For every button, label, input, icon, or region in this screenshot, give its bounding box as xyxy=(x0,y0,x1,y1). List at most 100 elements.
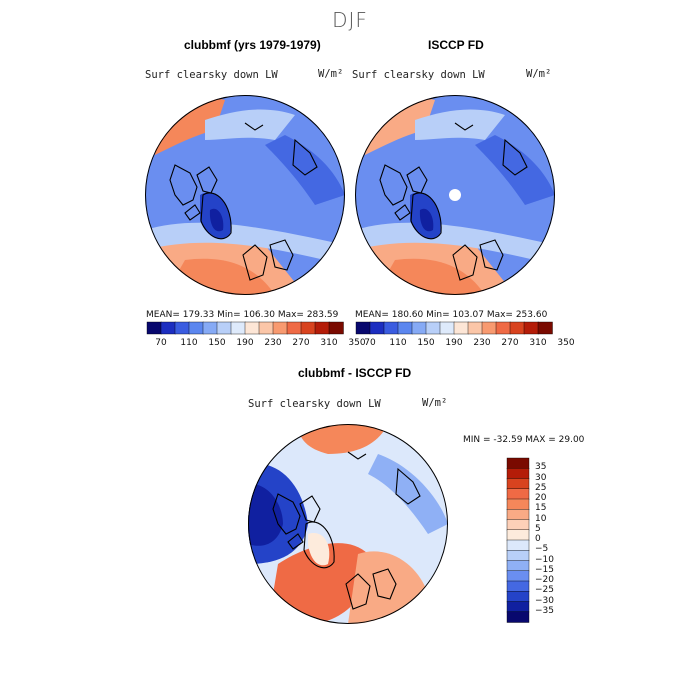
colorbar-swatch xyxy=(146,321,162,335)
colorbar-tick-label: 270 xyxy=(501,338,519,348)
season-title: DJF xyxy=(332,8,368,32)
polar-map-difference xyxy=(248,424,448,624)
colorbar-tick-label: 350 xyxy=(557,338,575,348)
colorbar-tick-label: 270 xyxy=(292,338,310,348)
cold-anomaly-core xyxy=(248,483,283,546)
dark-region-siberia xyxy=(475,135,555,205)
coastline-scandinavia xyxy=(242,239,294,281)
colorbar-swatch xyxy=(506,539,530,551)
colorbar-tick-label: −35 xyxy=(535,605,554,616)
colorbar-swatch xyxy=(300,321,316,335)
colorbar-swatch xyxy=(453,321,469,335)
colorbar-swatch xyxy=(411,321,427,335)
colorbar-swatch xyxy=(188,321,204,335)
colorbar-swatch xyxy=(495,321,511,335)
colorbar-tick-label: 190 xyxy=(445,338,463,348)
colorbar-swatch xyxy=(328,321,344,335)
panel-2-title: ISCCP FD xyxy=(428,38,484,52)
coastline-north-america xyxy=(169,164,218,221)
colorbar-tick-label: 110 xyxy=(389,338,407,348)
colorbar-difference xyxy=(506,457,530,623)
panel-2-variable: Surf clearsky down LW xyxy=(352,69,485,81)
colorbar-tick-label: 230 xyxy=(473,338,491,348)
colorbar-swatch xyxy=(506,591,530,603)
colorbar-tick-label: −5 xyxy=(535,544,549,555)
colorbar-tick-label: 15 xyxy=(535,503,547,514)
colorbar-swatch xyxy=(160,321,176,335)
colorbar-swatch xyxy=(506,550,530,562)
colorbar-tick-label: 5 xyxy=(535,523,541,534)
colorbar-swatch xyxy=(174,321,190,335)
colorbar-tick-label: 20 xyxy=(535,493,547,503)
colorbar-swatch xyxy=(355,321,371,335)
colorbar-swatch xyxy=(506,498,530,510)
coastline-north-america xyxy=(379,164,428,221)
panel-1-stats: MEAN= 179.33 Min= 106.30 Max= 283.59 xyxy=(146,310,339,320)
colorbar-swatch xyxy=(439,321,455,335)
colorbar-tick-label: 350 xyxy=(348,338,366,348)
colorbar-swatch xyxy=(258,321,274,335)
colorbar-tick-label: 310 xyxy=(320,338,338,348)
colorbar-swatch xyxy=(537,321,553,335)
coastline-siberia xyxy=(244,122,318,176)
colorbar-tick-label: −15 xyxy=(535,564,554,575)
colorbar-swatch xyxy=(509,321,525,335)
diff-panel-stats: MIN = -32.59 MAX = 29.00 xyxy=(463,435,585,445)
colorbar-swatch xyxy=(506,580,530,592)
colorbar-tick-label: 150 xyxy=(417,338,435,348)
light-region-pacific xyxy=(205,109,295,140)
pole-missing-data xyxy=(449,189,461,201)
coastline-north-america xyxy=(272,493,321,550)
colorbar-tick-label: 70 xyxy=(364,338,376,348)
panel-2-units: W/m² xyxy=(526,68,552,80)
dark-core-greenland xyxy=(209,208,224,232)
polar-map-observed xyxy=(355,95,555,295)
colorbar-swatch xyxy=(397,321,413,335)
colorbar-tick-label: 25 xyxy=(535,482,547,493)
colorbar-tick-label: 10 xyxy=(535,513,547,524)
colorbar-swatch xyxy=(506,509,530,521)
colorbar-swatch xyxy=(272,321,288,335)
colorbar-observed xyxy=(355,321,553,335)
colorbar-swatch xyxy=(506,560,530,572)
colorbar-swatch xyxy=(481,321,497,335)
polar-map-model xyxy=(145,95,345,295)
colorbar-swatch xyxy=(369,321,385,335)
diff-panel-units: W/m² xyxy=(422,397,448,409)
colorbar-swatch xyxy=(523,321,539,335)
light-region-atlantic xyxy=(145,222,345,265)
colorbar-tick-label: 110 xyxy=(180,338,198,348)
colorbar-tick-label: 230 xyxy=(264,338,282,348)
colorbar-swatch xyxy=(425,321,441,335)
neutral-greenland xyxy=(308,533,330,566)
coastline-greenland xyxy=(200,192,232,240)
colorbar-tick-label: 310 xyxy=(529,338,547,348)
colorbar-swatch xyxy=(506,529,530,541)
dark-core-greenland xyxy=(419,208,434,232)
diff-panel-title: clubbmf - ISCCP FD xyxy=(298,366,412,380)
colorbar-swatch xyxy=(506,468,530,480)
coastline-greenland xyxy=(410,192,442,240)
colorbar-swatch xyxy=(506,519,530,531)
colorbar-swatch xyxy=(506,570,530,582)
colorbar-swatch xyxy=(383,321,399,335)
light-region-atlantic xyxy=(355,222,555,265)
colorbar-tick-label: 190 xyxy=(236,338,254,348)
colorbar-swatch xyxy=(506,478,530,490)
colorbar-swatch xyxy=(314,321,330,335)
colorbar-swatch xyxy=(244,321,260,335)
colorbar-swatch xyxy=(506,601,530,613)
colorbar-tick-label: −30 xyxy=(535,595,554,606)
coastline-siberia xyxy=(454,122,528,176)
panel-1-variable: Surf clearsky down LW xyxy=(145,69,278,81)
panel-2-stats: MEAN= 180.60 Min= 103.07 Max= 253.60 xyxy=(355,310,548,320)
coastline-scandinavia xyxy=(452,239,504,281)
colorbar-model xyxy=(146,321,344,335)
diff-panel-variable: Surf clearsky down LW xyxy=(248,398,381,410)
colorbar-swatch xyxy=(506,457,530,469)
colorbar-tick-label: −20 xyxy=(535,575,554,585)
light-region-pacific xyxy=(415,109,505,140)
colorbar-swatch xyxy=(506,488,530,500)
warm-anomaly-pacific xyxy=(298,424,388,454)
